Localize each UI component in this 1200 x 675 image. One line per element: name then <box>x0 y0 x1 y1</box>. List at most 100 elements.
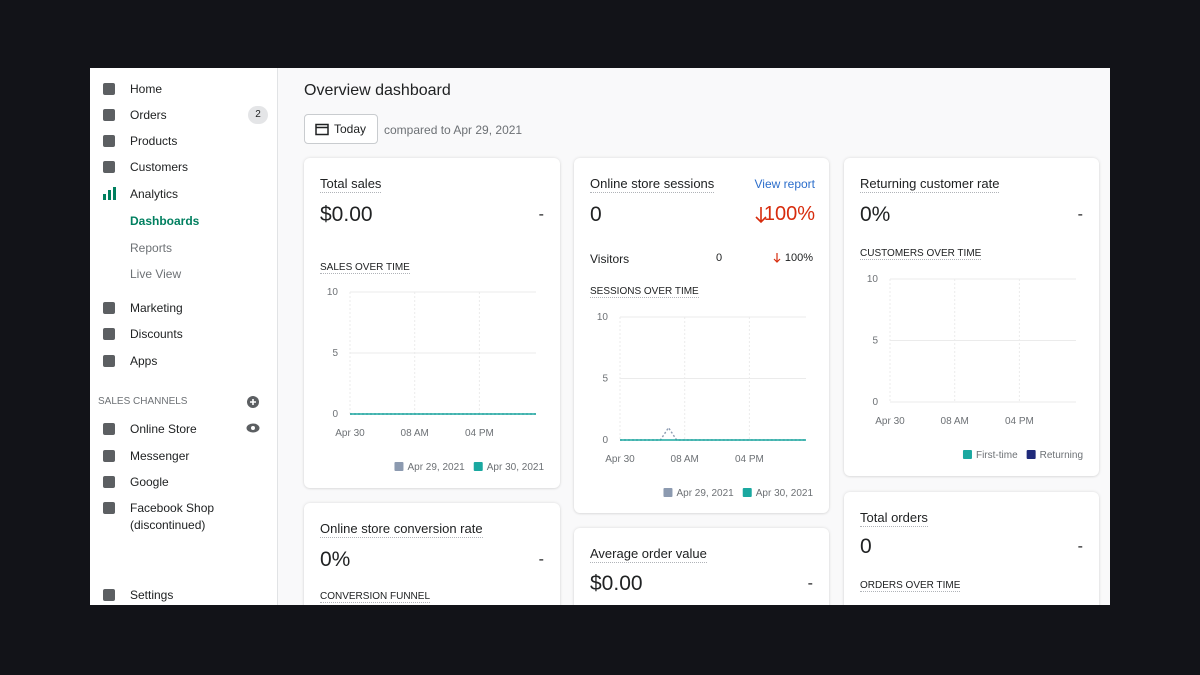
channel-item[interactable]: Messenger <box>130 449 190 463</box>
date-button[interactable]: Today <box>304 114 378 144</box>
nav-item[interactable]: Products <box>130 134 178 148</box>
channel-item[interactable]: Facebook Shop <box>130 501 215 515</box>
icon-shape <box>103 328 115 340</box>
card-title: Average order value <box>590 546 707 563</box>
legend-swatch <box>962 450 972 459</box>
chart-title: SALES OVER TIME <box>320 262 410 274</box>
card: Total sales $0.00 - SALES OVER TIME 0 5 10 Apr … <box>304 158 560 488</box>
icon-shape <box>103 83 115 95</box>
chart: 0 5 10 Apr 30 08 AM 04 PM Apr 30, 2021 Apr 29, … <box>327 287 545 473</box>
legend-swatch <box>742 488 752 497</box>
x-tick-label: 08 AM <box>671 454 699 465</box>
icon-shape <box>755 207 767 224</box>
nav-item[interactable]: Customers <box>130 160 189 174</box>
channel-item[interactable]: Google <box>130 475 169 489</box>
date-label: Today <box>334 122 367 136</box>
visitors-change: 100% <box>784 252 813 264</box>
chart-title: SESSIONS OVER TIME <box>590 286 699 298</box>
view-report-link[interactable]: View report <box>754 177 815 191</box>
card: Average order value $0.00 - <box>574 528 829 605</box>
section-title: CONVERSION FUNNEL <box>320 591 431 603</box>
legend-swatch <box>1026 450 1036 459</box>
icon-shape <box>108 190 111 200</box>
card: Online store sessions 0 View report 100% Vis… <box>574 158 829 513</box>
chart-title: CUSTOMERS OVER TIME <box>860 248 982 260</box>
legend-label: Returning <box>1040 450 1083 461</box>
nav-icon <box>103 423 115 435</box>
y-tick-label: 0 <box>872 397 878 408</box>
icon-shape <box>103 355 115 367</box>
nav-icon <box>103 355 115 367</box>
nav-icon <box>103 109 115 121</box>
screenshot: Home Orders Products Customers Analytics 2 Das… <box>90 68 1110 605</box>
visitors-label: Visitors <box>590 252 630 266</box>
visitors-value: 0 <box>716 252 723 264</box>
card-value: $0.00 <box>590 572 643 595</box>
card-value: $0.00 <box>320 203 373 226</box>
add-channel-icon <box>247 396 259 408</box>
y-tick-label: 0 <box>332 409 338 420</box>
nav-item[interactable]: Apps <box>130 354 158 368</box>
x-tick-label: 04 PM <box>735 454 764 465</box>
icon-shape <box>103 109 115 121</box>
y-tick-label: 10 <box>327 287 339 298</box>
legend-swatch <box>394 462 404 471</box>
nav-item[interactable]: Home <box>130 82 163 96</box>
calendar-icon <box>315 123 329 136</box>
y-tick-label: 10 <box>867 274 879 285</box>
settings[interactable]: Settings <box>130 588 174 602</box>
nav-icon <box>103 135 115 147</box>
icon-shape <box>251 426 255 430</box>
section-title: SALES CHANNELS <box>98 396 188 407</box>
channel-note: (discontinued) <box>130 518 206 532</box>
x-tick-label: 04 PM <box>465 428 494 439</box>
card-change: - <box>1077 206 1083 223</box>
legend-label: First-time <box>976 450 1018 461</box>
card-title: Total sales <box>320 176 382 193</box>
icon-shape <box>113 187 116 200</box>
legend-label: Apr 30, 2021 <box>487 462 545 473</box>
chart: 0 5 10 Apr 30 08 AM 04 PM Returning First-time <box>867 274 1083 461</box>
y-tick-label: 5 <box>872 336 878 347</box>
y-tick-label: 10 <box>597 312 609 323</box>
card-title: Returning customer rate <box>860 176 1000 193</box>
nav-item[interactable]: Discounts <box>130 327 183 341</box>
nav-icon <box>103 161 115 173</box>
card-value: 0% <box>320 548 351 571</box>
x-tick-label: 08 AM <box>401 428 429 439</box>
card-value: 0 <box>860 535 872 558</box>
comparison: compared to Apr 29, 2021 <box>384 123 523 137</box>
card-value: 0 <box>590 203 602 226</box>
icon-shape <box>103 135 115 147</box>
card-value: 0% <box>860 203 891 226</box>
nav-item[interactable]: Marketing <box>130 301 183 315</box>
card: Total orders 0 - ORDERS OVER TIME <box>844 492 1099 605</box>
card-change: - <box>538 206 544 223</box>
nav-icon <box>103 502 115 514</box>
card-change: - <box>807 575 813 592</box>
x-tick-label: 08 AM <box>941 416 969 427</box>
x-tick-label: 04 PM <box>1005 416 1034 427</box>
nav-icon <box>103 450 115 462</box>
icon-shape <box>103 589 115 601</box>
nav-subitem[interactable]: Live View <box>130 267 182 281</box>
nav-icon <box>103 187 116 200</box>
y-tick-label: 0 <box>602 435 608 446</box>
channel-item[interactable]: Online Store <box>130 422 197 436</box>
legend-label: Apr 30, 2021 <box>756 488 814 499</box>
nav-subitem[interactable]: Dashboards <box>130 214 200 228</box>
icon-shape <box>773 253 781 263</box>
nav-item[interactable]: Orders <box>130 108 167 122</box>
nav-subitem[interactable]: Reports <box>130 241 173 255</box>
card-title: Online store sessions <box>590 176 715 193</box>
nav-icon <box>103 476 115 488</box>
icon-shape <box>103 423 115 435</box>
card-title: Total orders <box>860 510 928 527</box>
nav-item[interactable]: Analytics <box>130 187 179 201</box>
legend-label: Apr 29, 2021 <box>407 462 465 473</box>
series-line <box>620 426 806 441</box>
view-icon <box>246 423 260 433</box>
nav-icon <box>103 302 115 314</box>
icon-shape <box>103 502 115 514</box>
